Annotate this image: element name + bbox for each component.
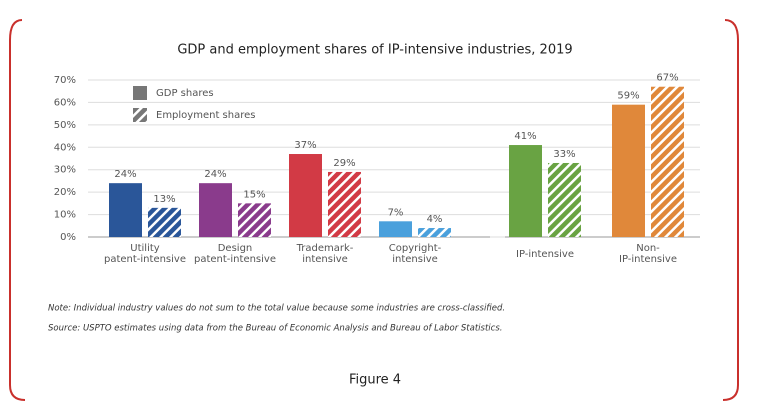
- value-label: 33%: [553, 149, 575, 160]
- chart-title: GDP and employment shares of IP-intensiv…: [177, 43, 572, 58]
- legend-swatch: [133, 86, 147, 100]
- x-tick-label: Copyright- intensive: [388, 243, 442, 265]
- y-tick-label: 30%: [54, 165, 76, 176]
- legend-label: Employment shares: [156, 110, 255, 121]
- value-label: 59%: [617, 91, 639, 102]
- y-tick-label: 40%: [54, 142, 76, 153]
- x-tick-label: IP-intensive: [516, 249, 574, 260]
- frame: [9, 19, 739, 401]
- y-tick-label: 50%: [54, 120, 76, 131]
- value-label: 29%: [333, 158, 355, 169]
- bar: [328, 171, 361, 237]
- value-label: 41%: [514, 131, 536, 142]
- y-tick-label: 0%: [60, 232, 76, 243]
- x-tick-label: Non- IP-intensive: [619, 243, 677, 265]
- bar: [651, 86, 684, 237]
- value-label: 24%: [204, 169, 226, 180]
- value-label: 13%: [153, 194, 175, 205]
- x-tick-label: Trademark- intensive: [296, 243, 354, 265]
- value-label: 15%: [243, 189, 265, 200]
- note: Note: Individual industry values do not …: [48, 304, 505, 314]
- bar: [199, 183, 232, 237]
- legend-swatch: [133, 108, 147, 122]
- bar: [289, 154, 322, 237]
- value-label: 37%: [294, 140, 316, 151]
- bar: [148, 207, 181, 237]
- value-label: 67%: [656, 73, 678, 84]
- bar: [418, 228, 451, 237]
- y-tick-label: 60%: [54, 97, 76, 108]
- bar: [379, 221, 412, 237]
- x-tick-label: Design patent-intensive: [193, 243, 276, 265]
- y-tick-label: 70%: [54, 75, 76, 86]
- figure-caption: Figure 4: [349, 373, 401, 388]
- value-label: 24%: [114, 169, 136, 180]
- legend-label: GDP shares: [156, 88, 214, 99]
- bar: [509, 145, 542, 237]
- x-tick-label: Utility patent-intensive: [103, 243, 186, 265]
- bar: [612, 104, 645, 238]
- bar: [238, 203, 271, 237]
- y-tick-label: 10%: [54, 210, 76, 221]
- bar: [109, 183, 142, 237]
- y-tick-label: 20%: [54, 187, 76, 198]
- value-label: 4%: [427, 214, 443, 225]
- source: Source: USPTO estimates using data from …: [48, 324, 502, 334]
- bar: [548, 162, 581, 237]
- value-label: 7%: [388, 207, 404, 218]
